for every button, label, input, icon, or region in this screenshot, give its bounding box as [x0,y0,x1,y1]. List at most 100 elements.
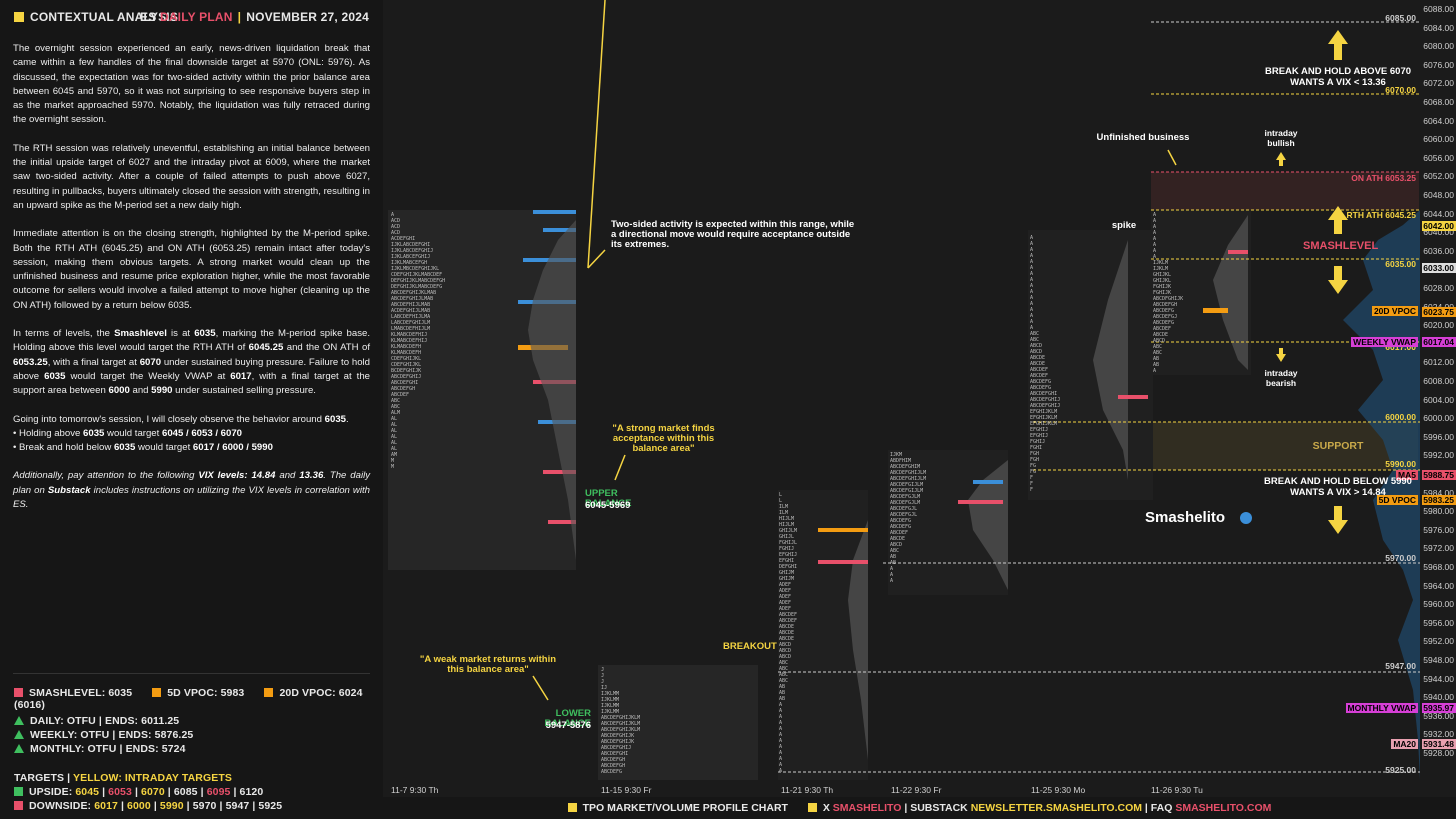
paragraph: The RTH session was relatively uneventfu… [13,142,370,211]
y-tick: 5944.00 [1423,673,1454,684]
annotation-support: SUPPORT [1312,440,1364,452]
y-tick: 5936.00 [1423,710,1454,721]
annotation-two-sided: Two-sided activity is expected within th… [611,219,855,250]
y-tick: 6088.00 [1423,4,1454,14]
profile-11-25 [1028,230,1153,500]
level-6000: 6000.00 [1385,412,1416,422]
analysis-panel: CONTEXTUAL ANALYSIS ES DAILY PLAN | NOVEMB… [0,0,383,819]
footer-bar: TPO MARKET/VOLUME PROFILE CHART X SMASHE… [383,797,1456,819]
y-tick: 5956.00 [1423,617,1454,628]
annotation-breakout: BREAKOUT [723,641,777,652]
upper-balance-label: UPPER BALANCE [585,488,632,509]
y-tick: 6084.00 [1423,22,1454,33]
up-triangle-icon [14,744,24,753]
legend-targets: TARGETS | YELLOW: INTRADAY TARGETS [14,772,232,784]
x-label: 11-22 9:30 Fr [891,785,942,795]
plan-date: ES DAILY PLAN | NOVEMBER 27, 2024 [139,10,369,24]
x-label: 11-26 9:30 Tu [1151,785,1203,795]
y-tick: 6004.00 [1423,394,1454,405]
level-5947: 5947.00 [1385,661,1416,671]
lower-balance-box [598,665,758,780]
level-6035: 6035.00 [1385,259,1416,269]
tag-5935: 5935.97 [1422,703,1456,713]
upper-profile-bars [518,210,576,560]
paragraph-levels: In terms of levels, the Smashlevel is at… [13,328,370,397]
y-tick: 6020.00 [1423,320,1454,331]
y-tick: 6036.00 [1423,245,1454,256]
up-triangle-icon [14,730,24,739]
tag-6017: 6017.04 [1422,337,1456,347]
annotation-break-below: BREAK AND HOLD BELOW 5990 [1264,476,1412,487]
tpo-letters-11-25: A A A A A A A A A A A A A A A A ABC ABC … [1030,235,1061,493]
legend-weekly: WEEKLY: OTFU | ENDS: 5876.25 [14,729,193,741]
yellow-square-icon [807,803,817,812]
price-axis[interactable]: 6088.00 6084.00 6080.00 6076.00 6072.00 6068.… [1420,0,1456,797]
y-tick: 6044.00 [1423,208,1454,219]
divider [13,673,370,674]
annotation-weak-market: "A weak market returns within this balan… [419,654,557,675]
faq-link[interactable]: SMASHELITO.COM [1175,802,1272,814]
paragraph: The overnight session experienced an ear… [13,43,370,126]
y-tick: 6056.00 [1423,152,1454,163]
paragraph-vix: Additionally, pay attention to the follo… [13,470,370,511]
tag-ma20: MA20 [1391,739,1418,749]
brand-name: Smashelito [1145,509,1226,526]
y-tick: 5964.00 [1423,580,1454,591]
legend-upside: UPSIDE: 6045 | 6053 | 6070 | 6085 | 6095… [14,786,263,798]
level-6017: 6017.00 [1385,342,1416,352]
annotation-vix-below: WANTS A VIX > 14.84 [1290,487,1386,498]
orange-square-icon [152,688,162,697]
x-label: 11-25 9:30 Mo [1031,785,1086,795]
y-tick: 6072.00 [1423,78,1454,89]
panel-header: CONTEXTUAL ANALYSIS ES DAILY PLAN | NOVEMB… [14,10,369,28]
y-tick: 5992.00 [1423,450,1454,461]
level-5970: 5970.00 [1385,553,1416,563]
tag-20d-vpoc: 20D VPOC [1371,306,1418,316]
substack-link[interactable]: NEWSLETTER.SMASHELITO.COM [970,802,1142,814]
level-on-ath: ON ATH 6053.25 [1351,173,1416,183]
y-tick: 6068.00 [1423,97,1454,107]
upper-balance-range: 6045-5969 [585,500,631,511]
legend-daily: DAILY: OTFU | ENDS: 6011.25 [14,715,179,727]
y-tick: 5972.00 [1423,543,1454,554]
level-5990: 5990.00 [1385,459,1416,469]
tag-6033: 6033.00 [1422,263,1456,273]
y-tick: 5960.00 [1423,599,1454,610]
tpo-chart[interactable]: A ACD ACD ACD ACDEFGHI IJKLABCDEFGHI IJK… [383,0,1456,797]
profile-11-21 [778,490,868,780]
annotation-break-above: BREAK AND HOLD ABOVE 6070 [1264,66,1412,77]
annotation-unfinished: Unfinished business [1096,132,1190,143]
y-tick: 6060.00 [1423,134,1454,145]
y-tick: 5976.00 [1423,524,1454,535]
y-tick: 5968.00 [1423,562,1454,572]
panel-title: CONTEXTUAL ANALYSIS [30,10,179,24]
analysis-text: The overnight session experienced an ear… [13,42,370,526]
annotation-intraday-bearish: intraday bearish [1264,368,1298,388]
annotation-strong-market: "A strong market finds acceptance within… [612,423,715,454]
y-tick: 6064.00 [1423,115,1454,126]
level-6085: 6085.00 [1385,13,1416,23]
level-5925: 5925.00 [1385,765,1416,775]
x-handle-link[interactable]: SMASHELITO [832,802,902,814]
y-tick: 6024.00 [1420,302,1454,312]
y-tick: 6048.00 [1423,190,1454,200]
y-tick: 5996.00 [1423,431,1454,442]
y-tick: 5932.00 [1423,729,1454,740]
paragraph: Immediate attention is on the closing st… [13,228,370,311]
tpo-letters-11-15: J J J IJ IJKLMM IJKLMM IJKLMM IJKLMM ABC… [601,667,641,775]
tpo-letters-11-21: L L ILM ILM HIJLM HIJLM GHIJLM GHIJL FGH… [779,492,798,774]
y-tick: 6040.00 [1423,227,1454,238]
arrow-icons [1276,30,1348,534]
y-tick: 6028.00 [1423,283,1454,293]
y-tick: 6080.00 [1423,41,1454,52]
x-label: 11-15 9:30 Fr [601,785,652,795]
y-tick: 6052.00 [1423,171,1454,182]
level-lines [778,21,1420,773]
y-tick: 5984.00 [1423,487,1454,498]
y-tick: 5952.00 [1423,636,1454,647]
tpo-letters-11-26: A A A A A A A A IJKLM IJKLM GHIJKL GHIJK… [1153,212,1184,372]
profile-11-26 [1151,210,1251,375]
y-tick: 5940.00 [1423,692,1454,703]
lower-balance-label: LOWER BALANCE [544,708,591,729]
pointer-lines [532,0,1177,701]
